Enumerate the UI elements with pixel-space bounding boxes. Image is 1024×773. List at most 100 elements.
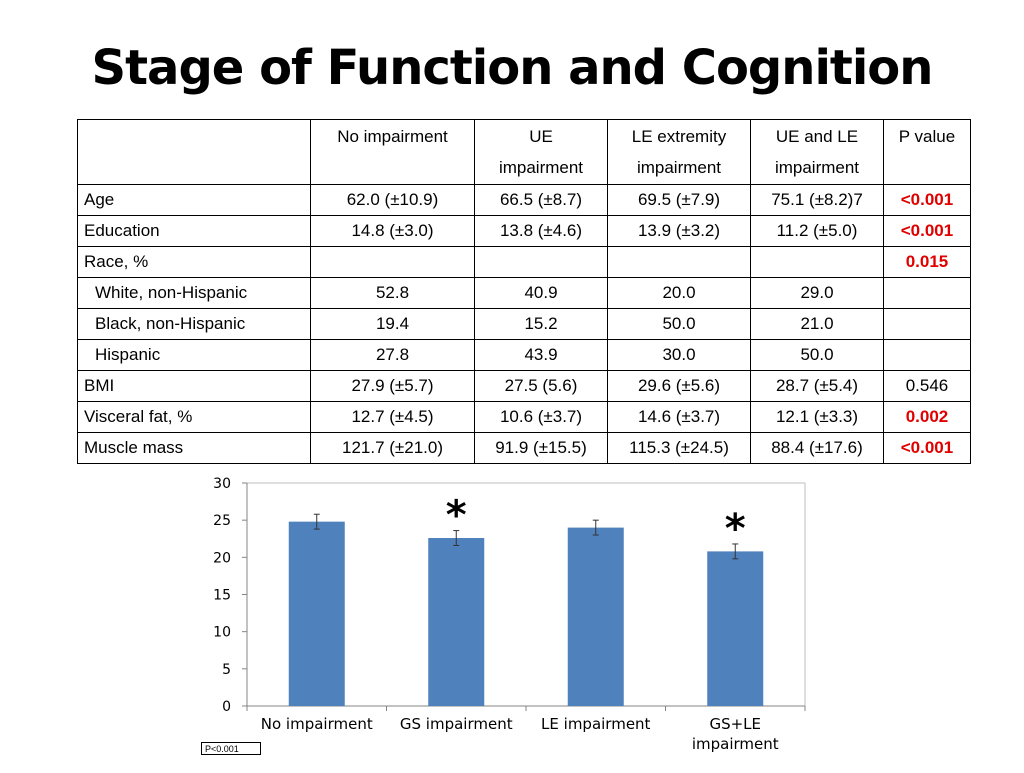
value-cell: 21.0 [750,308,884,340]
row-label: Black, non-Hispanic [77,308,311,340]
value-cell: 88.4 (±17.6) [750,432,884,464]
header-line [84,121,304,152]
p-value: 0.002 [883,401,971,433]
value-cell: 13.9 (±3.2) [607,215,751,247]
y-tick-label: 0 [222,699,231,715]
bar [288,521,345,706]
header-line: UE [529,127,553,146]
value-cell [474,246,608,278]
header-cell: LE extremity impairment [607,119,751,185]
table-row: BMI 27.9 (±5.7) 27.5 (5.6) 29.6 (±5.6) 28.7 … [77,370,971,402]
x-tick-label: LE impairment [541,715,651,733]
value-cell: 20.0 [607,277,751,309]
header-cell: UE impairment [474,119,608,185]
value-cell [607,246,751,278]
bar-chart: 0 5 10 15 20 25 30 No impairment GS impairment * L… [190,470,830,768]
table-row: Black, non-Hispanic 19.4 15.2 50.0 21.0 [77,308,971,340]
value-cell: 12.7 (±4.5) [310,401,475,433]
header-line [317,152,468,183]
value-cell: 121.7 (±21.0) [310,432,475,464]
table-header-row: No impairment UE impairment LE extremity imp… [77,119,971,185]
row-label: BMI [77,370,311,402]
row-label: Race, % [77,246,311,278]
table-row: Hispanic 27.8 43.9 30.0 50.0 [77,339,971,371]
p-value: 0.015 [883,246,971,278]
value-cell [310,246,475,278]
value-cell: 15.2 [474,308,608,340]
value-cell: 40.9 [474,277,608,309]
chart-svg: 0 5 10 15 20 25 30 No impairment GS impairment * L… [213,476,806,753]
bar [567,527,624,706]
table-row: Race, % 0.015 [77,246,971,278]
y-tick-label: 30 [213,476,231,492]
value-cell: 75.1 (±8.2)7 [750,184,884,216]
x-tick-label: GS+LE [709,715,761,733]
value-cell: 29.0 [750,277,884,309]
table-row: Muscle mass 121.7 (±21.0) 91.9 (±15.5) 115.… [77,432,971,464]
y-tick-label: 10 [213,625,231,641]
table-row: White, non-Hispanic 52.8 40.9 20.0 29.0 [77,277,971,309]
bar [428,538,485,706]
value-cell: 52.8 [310,277,475,309]
table-body: Age 62.0 (±10.9) 66.5 (±8.7) 69.5 (±7.9) 75.… [77,184,971,464]
row-label: Muscle mass [77,432,311,464]
value-cell: 13.8 (±4.6) [474,215,608,247]
value-cell: 11.2 (±5.0) [750,215,884,247]
header-line: impairment [498,158,584,177]
p-value: <0.001 [883,184,971,216]
table-row: Education 14.8 (±3.0) 13.8 (±4.6) 13.9 (±3.… [77,215,971,247]
value-cell: 27.5 (5.6) [474,370,608,402]
header-line: impairment [774,158,860,177]
p-value [883,277,971,309]
header-line [890,152,964,183]
value-cell: 69.5 (±7.9) [607,184,751,216]
header-line: LE extremity [631,127,727,146]
value-cell: 91.9 (±15.5) [474,432,608,464]
value-cell: 43.9 [474,339,608,371]
header-cell [77,119,311,185]
value-cell: 50.0 [607,308,751,340]
header-line: No impairment [337,127,448,146]
bar [707,551,764,706]
y-tick-label: 20 [213,550,231,566]
table-row: Age 62.0 (±10.9) 66.5 (±8.7) 69.5 (±7.9) 75.… [77,184,971,216]
value-cell: 14.8 (±3.0) [310,215,475,247]
chart-footnote: P<0.001 [201,742,261,755]
value-cell: 29.6 (±5.6) [607,370,751,402]
p-value [883,339,971,371]
y-tick-label: 15 [213,588,231,604]
x-tick-label: No impairment [261,715,373,733]
value-cell: 14.6 (±3.7) [607,401,751,433]
value-cell: 115.3 (±24.5) [607,432,751,464]
header-line: P value [898,127,956,146]
x-tick-label: impairment [692,735,779,753]
header-cell: No impairment [310,119,475,185]
row-label: White, non-Hispanic [77,277,311,309]
significance-marker: * [446,493,467,539]
row-label: Visceral fat, % [77,401,311,433]
row-label: Education [77,215,311,247]
value-cell: 19.4 [310,308,475,340]
page-title: Stage of Function and Cognition [91,40,934,96]
x-tick-label: GS impairment [400,715,513,733]
header-line: impairment [636,158,722,177]
header-cell: P value [883,119,971,185]
table-row: Visceral fat, % 12.7 (±4.5) 10.6 (±3.7) 14.… [77,401,971,433]
y-tick-label: 5 [222,662,231,678]
value-cell: 30.0 [607,339,751,371]
value-cell: 66.5 (±8.7) [474,184,608,216]
value-cell: 50.0 [750,339,884,371]
value-cell: 27.8 [310,339,475,371]
header-cell: UE and LE impairment [750,119,884,185]
value-cell: 28.7 (±5.4) [750,370,884,402]
value-cell: 27.9 (±5.7) [310,370,475,402]
value-cell: 12.1 (±3.3) [750,401,884,433]
p-value: 0.546 [883,370,971,402]
p-value [883,308,971,340]
p-value: <0.001 [883,215,971,247]
value-cell [750,246,884,278]
y-tick-label: 25 [213,513,231,529]
stats-table: No impairment UE impairment LE extremity imp… [77,119,971,464]
header-line: UE and LE [775,127,859,146]
significance-marker: * [725,506,746,552]
